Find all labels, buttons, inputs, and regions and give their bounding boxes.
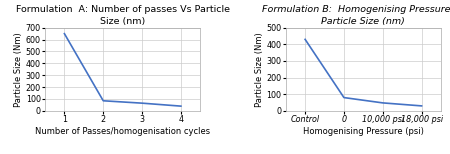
- X-axis label: Homogenising Pressure (psi): Homogenising Pressure (psi): [303, 127, 424, 136]
- Y-axis label: Particle Size (Nm): Particle Size (Nm): [14, 32, 23, 107]
- X-axis label: Number of Passes/homogenisation cycles: Number of Passes/homogenisation cycles: [35, 127, 210, 136]
- Title: Formulation B:  Homogenising Pressure Vs
Particle Size (nm): Formulation B: Homogenising Pressure Vs …: [262, 5, 450, 26]
- Y-axis label: Particle Size (Nm): Particle Size (Nm): [255, 32, 264, 107]
- Title: Formulation  A: Number of passes Vs Particle
Size (nm): Formulation A: Number of passes Vs Parti…: [16, 5, 230, 26]
